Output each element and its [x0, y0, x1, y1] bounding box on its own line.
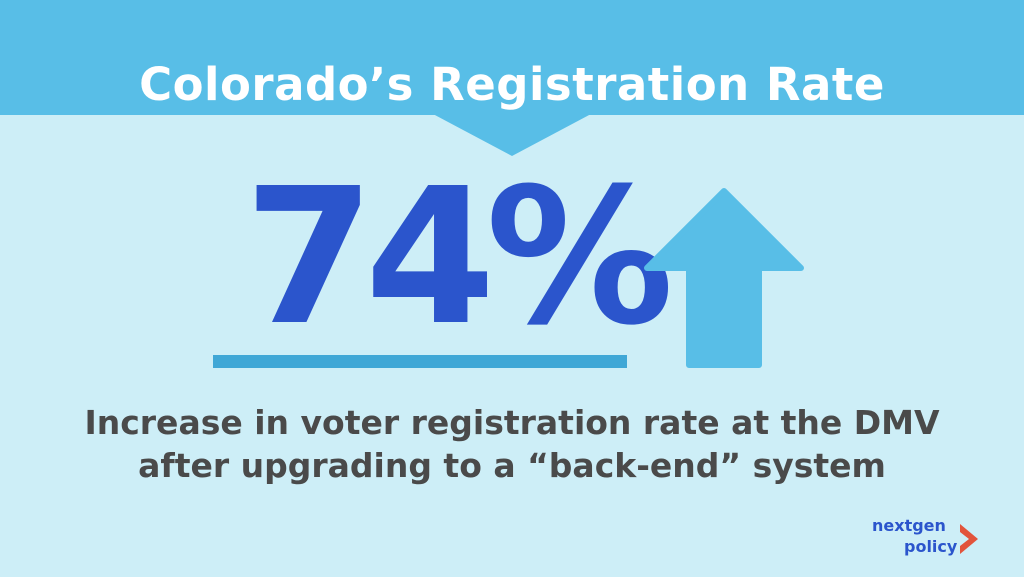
chevron-right-icon [960, 524, 978, 554]
up-arrow-shape [644, 188, 804, 368]
caption-line-1: Increase in voter registration rate at t… [84, 403, 940, 442]
stat-underline [213, 355, 627, 368]
nextgen-policy-logo: nextgen policy [864, 514, 984, 560]
logo-word-nextgen: nextgen [872, 516, 946, 535]
up-arrow-icon [644, 188, 804, 368]
stat-value: 74% [244, 148, 674, 367]
logo-word-policy: policy [904, 537, 958, 556]
caption-line-2: after upgrading to a “back-end” system [138, 446, 886, 485]
page-title: Colorado’s Registration Rate [139, 58, 885, 112]
header-pointer [433, 114, 591, 156]
caption: Increase in voter registration rate at t… [0, 401, 1024, 487]
header-band [0, 0, 1024, 115]
